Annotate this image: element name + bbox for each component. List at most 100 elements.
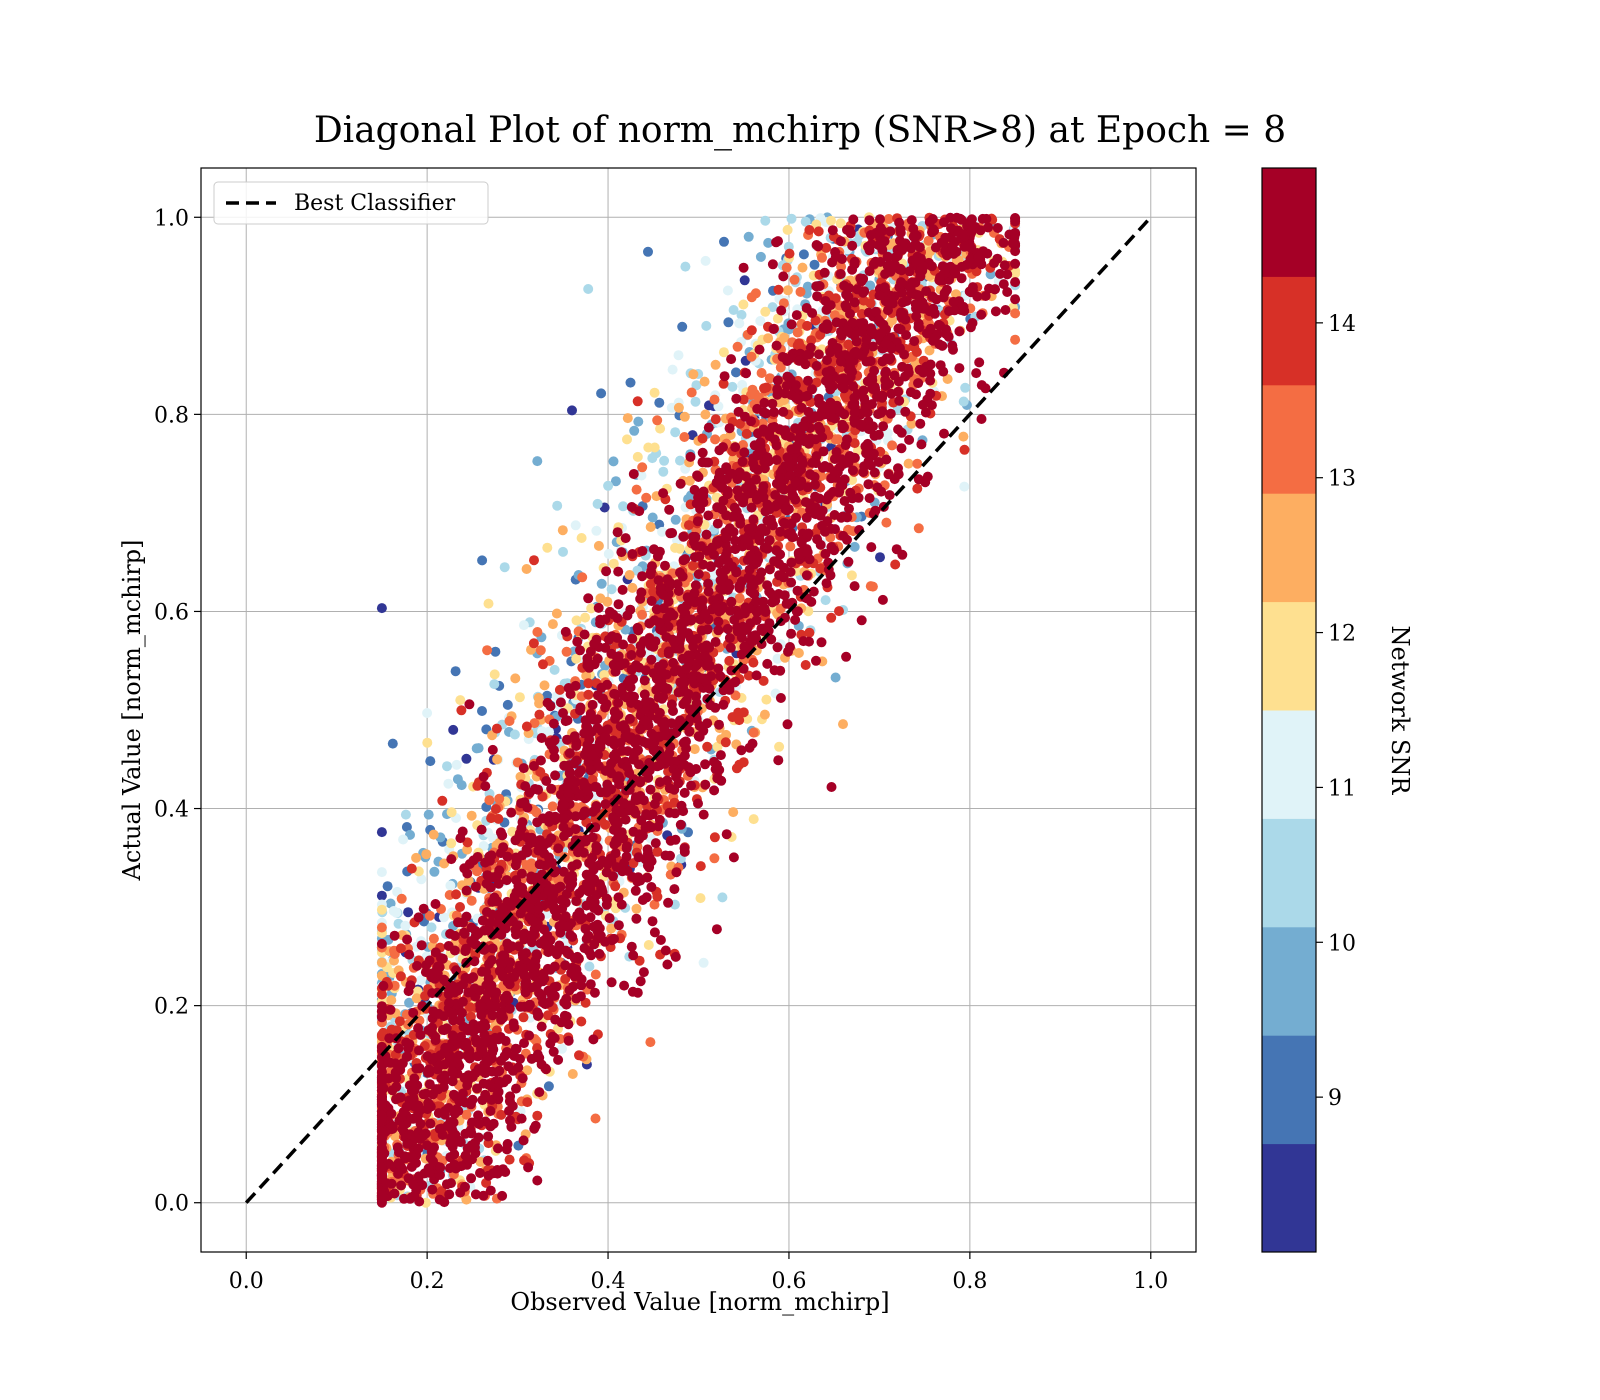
scatter-point	[518, 620, 529, 631]
scatter-point	[718, 347, 729, 358]
scatter-point	[600, 799, 611, 810]
scatter-point	[667, 364, 678, 375]
scatter-point	[906, 418, 917, 429]
scatter-point	[887, 315, 897, 326]
scatter-point	[748, 727, 759, 738]
scatter-point	[714, 719, 724, 730]
scatter-point	[883, 214, 894, 224]
scatter-point	[613, 599, 624, 610]
scatter-point	[785, 541, 796, 552]
scatter-point	[958, 431, 969, 442]
scatter-point	[529, 718, 540, 729]
scatter-point	[452, 774, 463, 785]
scatter-point	[647, 453, 658, 464]
scatter-point	[489, 679, 500, 690]
scatter-point	[886, 388, 897, 399]
scatter-point	[404, 997, 415, 1008]
scatter-point	[482, 645, 493, 656]
scatter-point	[547, 619, 558, 630]
scatter-point	[789, 274, 800, 285]
scatter-point	[396, 893, 407, 904]
scatter-point	[617, 584, 628, 595]
scatter-point	[724, 633, 735, 644]
scatter-point	[1010, 268, 1021, 279]
scatter-point	[731, 763, 742, 774]
scatter-point	[847, 465, 858, 476]
scatter-point	[533, 784, 544, 795]
scatter-point	[670, 951, 681, 962]
scatter-point	[954, 363, 965, 374]
scatter-point	[701, 320, 712, 331]
scatter-point	[376, 890, 387, 901]
scatter-point	[815, 563, 826, 574]
scatter-point	[925, 375, 936, 386]
scatter-point	[647, 512, 658, 523]
scatter-point	[738, 440, 748, 450]
scatter-point	[532, 1110, 543, 1121]
scatter-point	[782, 285, 793, 296]
scatter-point	[610, 476, 621, 487]
scatter-point	[990, 306, 1001, 317]
scatter-point	[567, 405, 577, 416]
scatter-point	[391, 1025, 402, 1036]
scatter-point	[674, 543, 685, 554]
scatter-point	[804, 225, 815, 235]
scatter-point	[710, 414, 721, 425]
scatter-point	[493, 813, 504, 824]
scatter-point	[660, 560, 670, 571]
scatter-point	[743, 231, 754, 242]
scatter-point	[641, 492, 652, 503]
scatter-point	[797, 262, 808, 273]
scatter-point	[518, 1012, 529, 1023]
scatter-point	[532, 627, 543, 637]
scatter-point	[739, 275, 750, 286]
scatter-point	[637, 462, 648, 473]
scatter-point	[576, 533, 587, 543]
scatter-point	[923, 235, 934, 246]
scatter-point	[709, 394, 720, 405]
scatter-point	[451, 759, 462, 770]
scatter-point	[509, 729, 520, 740]
scatter-point	[523, 1162, 534, 1173]
scatter-point	[415, 975, 426, 986]
scatter-point	[378, 980, 389, 991]
scatter-point	[639, 675, 650, 686]
scatter-point	[528, 638, 539, 649]
scatter-point	[426, 922, 437, 933]
scatter-point	[632, 396, 643, 407]
scatter-point	[571, 615, 582, 626]
scatter-point	[487, 744, 498, 755]
scatter-point	[671, 867, 682, 878]
scatter-point	[767, 302, 778, 313]
scatter-point	[587, 852, 598, 863]
scatter-point	[613, 566, 624, 577]
scatter-point	[718, 378, 729, 389]
scatter-point	[608, 456, 619, 467]
scatter-point	[571, 653, 582, 664]
scatter-point	[477, 555, 488, 566]
scatter-point	[619, 980, 630, 991]
scatter-point	[386, 995, 397, 1006]
scatter-point	[885, 408, 896, 419]
scatter-point	[918, 367, 929, 378]
scatter-point	[631, 903, 642, 914]
scatter-point	[785, 567, 796, 577]
scatter-point	[561, 646, 572, 657]
scatter-point	[659, 455, 670, 466]
scatter-point	[455, 695, 466, 706]
plot-area: 0.0 0.2 0.4 0.6 0.8 1.0 0.00.20.40.60.81.0	[154, 167, 1197, 1294]
scatter-point	[414, 1063, 425, 1074]
scatter-point	[455, 902, 465, 912]
scatter-point	[629, 425, 640, 436]
scatter-point	[424, 955, 435, 966]
scatter-point	[389, 1188, 400, 1199]
scatter-point	[411, 852, 422, 863]
scatter-point	[841, 651, 852, 662]
scatter-point	[539, 680, 550, 691]
scatter-point	[446, 854, 457, 865]
scatter-point	[580, 612, 591, 623]
scatter-point	[502, 699, 513, 710]
scatter-point	[772, 653, 783, 664]
scatter-point	[648, 586, 659, 597]
scatter-point	[448, 724, 459, 735]
